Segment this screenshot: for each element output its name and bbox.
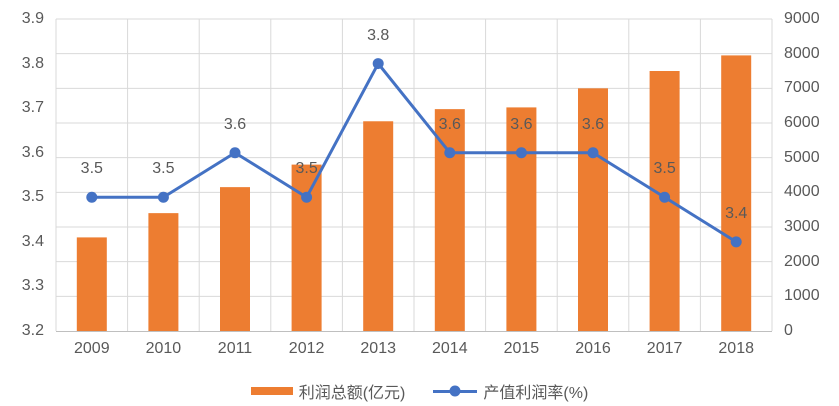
legend-item-line-series: 产值利润率(%) bbox=[433, 379, 588, 403]
line-series-swatch-icon bbox=[433, 385, 478, 397]
bar-series-label: 利润总额(亿元) bbox=[298, 385, 406, 402]
line-series-label: 产值利润率(%) bbox=[483, 385, 589, 402]
line-marker-2017 bbox=[659, 191, 671, 203]
line-marker-2016 bbox=[587, 147, 599, 159]
bar-2013 bbox=[363, 121, 394, 332]
bar-2014 bbox=[434, 109, 465, 331]
line-marker-2012 bbox=[301, 191, 313, 203]
line-marker-2018 bbox=[730, 236, 742, 248]
bar-2018 bbox=[721, 55, 752, 332]
bar-2016 bbox=[578, 88, 608, 331]
line-marker-2013 bbox=[372, 58, 384, 70]
bar-2010 bbox=[148, 213, 179, 331]
bar-2011 bbox=[220, 187, 250, 331]
legend-item-bar-series: 利润总额(亿元) bbox=[250, 379, 406, 403]
line-marker-2010 bbox=[157, 191, 169, 203]
line-series-marker-icon bbox=[449, 385, 461, 397]
bar-series-swatch-icon bbox=[250, 387, 293, 395]
line-series-path bbox=[91, 62, 737, 244]
line-marker-2009 bbox=[86, 191, 98, 203]
line-marker-2015 bbox=[515, 147, 527, 159]
legend: 利润总额(亿元) 产值利润率(%) bbox=[0, 378, 839, 404]
bar-2009 bbox=[76, 237, 107, 331]
line-marker-2011 bbox=[229, 147, 241, 159]
line-marker-2014 bbox=[444, 147, 456, 159]
bar-2015 bbox=[506, 107, 537, 332]
